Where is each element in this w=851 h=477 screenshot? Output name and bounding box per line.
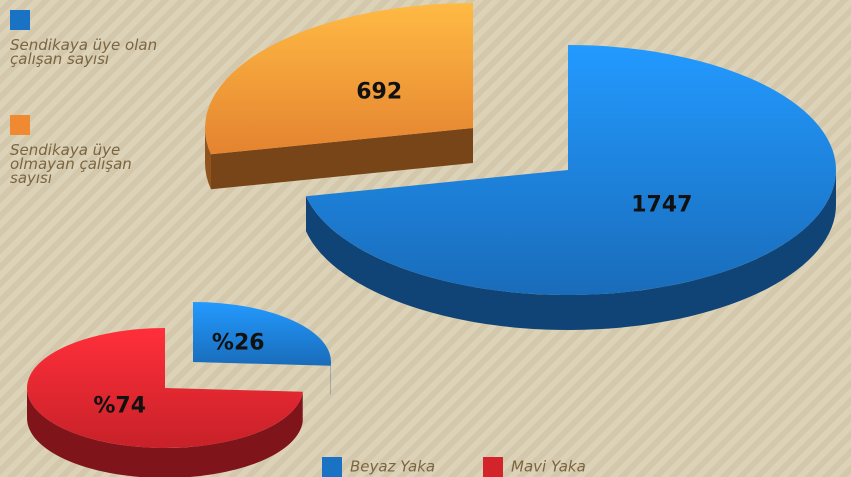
slice-side [305, 170, 836, 330]
legend-swatch [10, 10, 30, 30]
slice-side [205, 128, 211, 190]
slice-side [27, 388, 303, 477]
slice [193, 302, 331, 366]
legend-swatch [322, 457, 342, 477]
legend-label: Beyaz Yaka [350, 457, 436, 476]
data-label: 692 [356, 80, 402, 105]
legend-item: Sendikaya üye olmayan çalışan sayısı [10, 115, 170, 187]
slice-face [210, 128, 473, 190]
legend-swatch [10, 115, 30, 135]
legend-label: Sendikaya üye olan çalışan sayısı [10, 36, 158, 68]
slice [305, 45, 836, 295]
legend-item: Beyaz Yaka [322, 457, 482, 477]
slice [26, 328, 303, 449]
legend-item: Sendikaya üye olan çalışan sayısı [10, 10, 170, 68]
slice [204, 3, 473, 155]
legend-swatch [483, 457, 503, 477]
legend-label: Sendikaya üye olmayan çalışan sayısı [10, 141, 132, 187]
data-label: 1747 [631, 192, 692, 217]
data-label: %26 [212, 331, 265, 356]
data-label: %74 [93, 393, 146, 418]
legend-item: Mavi Yaka [483, 457, 643, 477]
legend-label: Mavi Yaka [511, 457, 586, 476]
